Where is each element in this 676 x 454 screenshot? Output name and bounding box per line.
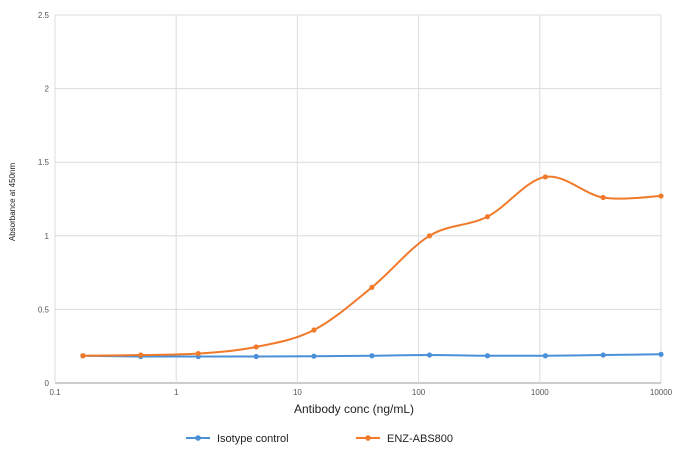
- y-tick-label: 0: [45, 379, 50, 388]
- data-point: [484, 214, 491, 220]
- legend-swatch-marker: [195, 435, 201, 441]
- data-point: [369, 353, 375, 359]
- data-point: [426, 233, 433, 239]
- series-group: [80, 174, 664, 360]
- series-line-2: [82, 175, 662, 357]
- axes: 0 0.5 1 1.5 2 2.5 0.1 1 10 100 1000 10000: [38, 11, 673, 397]
- legend-swatch-marker: [365, 435, 371, 441]
- data-point: [542, 353, 548, 359]
- data-point: [311, 327, 317, 333]
- data-point: [195, 350, 201, 357]
- y-axis-title: Absorbance at 450nm: [8, 163, 17, 242]
- x-tick-label: 1: [174, 388, 179, 397]
- y-tick-label: 1.5: [38, 158, 50, 167]
- data-point: [600, 194, 606, 201]
- x-axis-title: Antibody conc (ng/mL): [294, 402, 414, 416]
- data-point: [426, 352, 433, 358]
- grid: [54, 14, 662, 384]
- x-tick-label: 0.1: [49, 388, 61, 397]
- data-point: [311, 353, 317, 359]
- data-point: [80, 353, 86, 359]
- x-tick-label: 100: [412, 388, 426, 397]
- y-tick-label: 2.5: [38, 11, 50, 20]
- data-point: [253, 344, 259, 350]
- data-point: [658, 193, 664, 199]
- data-point: [658, 351, 664, 357]
- y-tick-label: 0.5: [38, 305, 50, 314]
- data-point: [253, 353, 259, 360]
- legend-label: ENZ-ABS800: [387, 433, 453, 445]
- data-point: [369, 284, 375, 290]
- data-point: [484, 353, 491, 359]
- x-tick-label: 10000: [650, 388, 673, 397]
- x-tick-label: 10: [293, 388, 302, 397]
- legend: Isotype control ENZ-ABS800: [186, 433, 453, 445]
- x-tick-label: 1000: [531, 388, 549, 397]
- y-tick-label: 1: [45, 232, 50, 241]
- data-point: [542, 174, 548, 180]
- y-tick-label: 2: [45, 85, 50, 94]
- data-point: [600, 352, 606, 358]
- data-point: [138, 352, 144, 358]
- legend-label: Isotype control: [217, 433, 289, 445]
